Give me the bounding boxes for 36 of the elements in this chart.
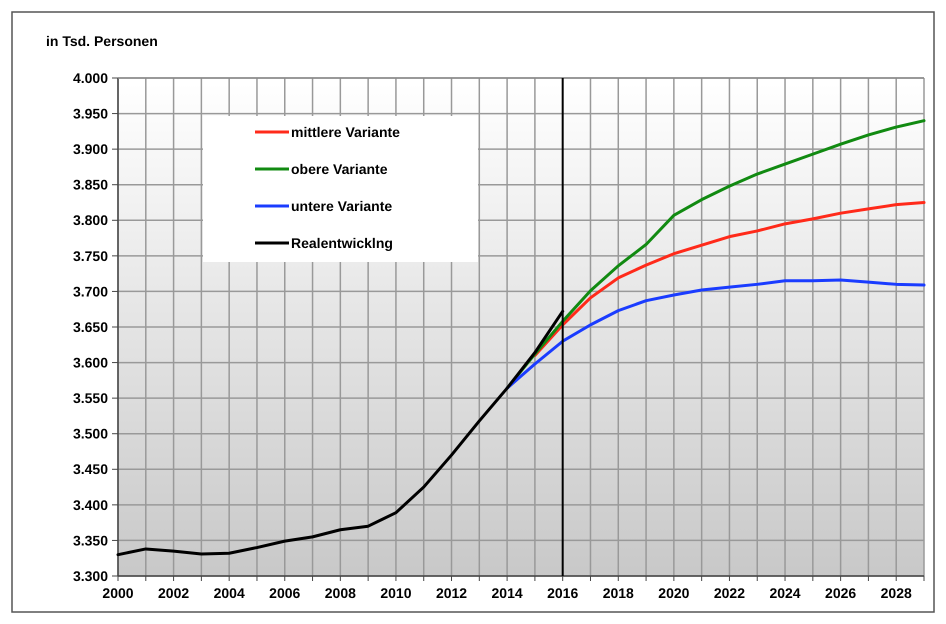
legend-label: untere Variante <box>291 198 392 214</box>
y-tick-label: 3.300 <box>72 568 108 584</box>
y-tick-label: 3.500 <box>72 426 108 442</box>
x-tick-label: 2018 <box>602 585 634 601</box>
x-tick-label: 2008 <box>324 585 356 601</box>
y-tick-label: 3.700 <box>72 283 108 300</box>
y-tick-label: 3.450 <box>72 461 108 478</box>
x-tick-label: 2002 <box>158 585 190 601</box>
x-tick-label: 2010 <box>380 585 412 601</box>
y-tick-label: 3.600 <box>72 354 108 370</box>
x-tick-label: 2000 <box>102 585 134 601</box>
x-tick-label: 2028 <box>880 585 912 601</box>
x-tick-label: 2026 <box>825 585 856 601</box>
y-tick-label: 3.550 <box>72 390 108 406</box>
x-tick-label: 2006 <box>269 585 301 601</box>
y-tick-label: 3.350 <box>72 532 108 548</box>
x-tick-label: 2004 <box>214 585 245 601</box>
x-tick-label: 2024 <box>769 585 801 601</box>
y-tick-label: 3.400 <box>72 496 108 513</box>
y-tick-label: 3.650 <box>72 318 108 335</box>
x-tick-label: 2014 <box>492 585 523 601</box>
legend-label: mittlere Variante <box>291 124 400 140</box>
y-tick-label: 3.800 <box>72 212 108 228</box>
y-tick-label: 3.850 <box>72 176 108 193</box>
y-tick-label: 3.950 <box>72 105 108 122</box>
y-tick-label: 4.000 <box>72 70 108 86</box>
line-series <box>533 201 926 357</box>
y-tick-label: 3.750 <box>72 248 108 264</box>
x-tick-label: 2012 <box>436 585 468 601</box>
y-tick-label: 3.900 <box>72 141 108 158</box>
x-tick-label: 2022 <box>714 585 746 601</box>
x-tick-label: 2016 <box>547 585 578 601</box>
x-tick-label: 2020 <box>658 585 690 601</box>
legend-label: Realentwicklng <box>291 234 393 251</box>
legend-label: obere Variante <box>291 160 388 177</box>
y-axis-title: in Tsd. Personen <box>46 33 158 49</box>
